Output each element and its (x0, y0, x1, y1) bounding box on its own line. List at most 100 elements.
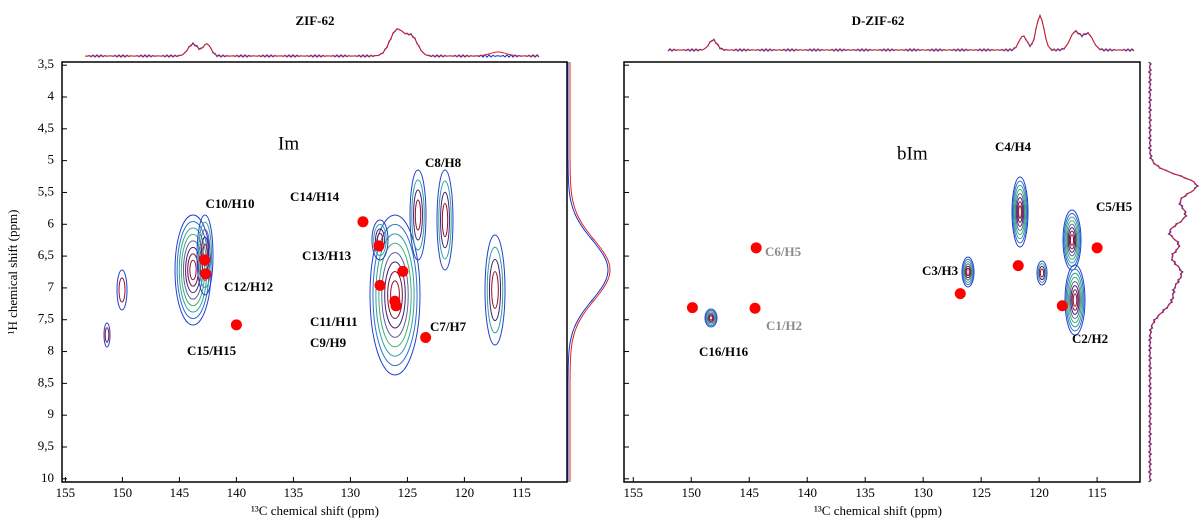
y-tick-label: 5 (48, 152, 55, 167)
contour (371, 219, 389, 261)
assignment-point (954, 288, 966, 300)
contour (372, 223, 418, 367)
annotation: C5/H5 (1096, 199, 1133, 214)
y-tick-label: 10 (41, 470, 54, 485)
x-tick-label: 135 (855, 485, 875, 500)
annotation: C2/H2 (1072, 331, 1108, 346)
x-tick-label: 115 (512, 485, 531, 500)
contour (1012, 180, 1028, 244)
contours (103, 169, 1086, 376)
assignment-point (1012, 260, 1024, 272)
contour (1017, 201, 1023, 223)
contour (189, 259, 197, 281)
contour (1036, 260, 1048, 286)
contour (1016, 197, 1024, 227)
contour (1064, 216, 1080, 264)
annotation: C16/H16 (699, 344, 749, 359)
contour (1067, 227, 1077, 253)
contour (1018, 205, 1022, 219)
x-tick-label: 140 (797, 485, 817, 500)
x-tick-label: 145 (170, 485, 190, 500)
contour (1065, 220, 1079, 260)
annotation: C12/H12 (224, 279, 273, 294)
contour (1072, 293, 1078, 307)
plot-frame (623, 61, 1141, 483)
y-tick-label: 9 (48, 406, 55, 421)
x-tick-label: 135 (284, 485, 304, 500)
annotation: C9/H9 (310, 335, 347, 350)
contour (708, 314, 714, 322)
y-tick-label: 8 (48, 343, 55, 358)
contour (438, 180, 452, 260)
contour (118, 277, 126, 303)
x-tick-label: 155 (624, 485, 644, 500)
contour (966, 268, 970, 276)
y-tick-label: 9,5 (38, 438, 54, 453)
annotation: Im (278, 133, 299, 154)
contour (704, 308, 718, 328)
assignment-point (420, 332, 432, 344)
assignment-point (374, 279, 386, 291)
projections (84, 13, 1200, 483)
contour (414, 199, 422, 231)
contour (387, 270, 403, 320)
projection (1147, 61, 1200, 483)
y-tick-label: 7,5 (38, 311, 54, 326)
contour (707, 312, 715, 324)
contour (441, 202, 449, 238)
annotation: C4/H4 (995, 139, 1032, 154)
contour (962, 258, 974, 286)
assignment-point (200, 268, 212, 280)
assignment-point (686, 302, 698, 314)
x-axis-label: ¹³C chemical shift (ppm) (251, 503, 379, 518)
contour (1070, 285, 1080, 315)
projection (85, 28, 539, 57)
annotation: C8/H8 (425, 155, 462, 170)
annotation: C11/H11 (310, 314, 358, 329)
x-tick-label: 150 (113, 485, 133, 500)
contour (196, 214, 214, 296)
contour (1064, 264, 1086, 336)
contour (1066, 272, 1084, 328)
contour (413, 189, 423, 241)
annotation: C6/H5 (765, 244, 802, 259)
contour (1069, 280, 1081, 320)
contour (1038, 265, 1046, 281)
contour (1069, 234, 1075, 246)
contour (187, 253, 199, 287)
panel-title: ZIF-62 (296, 13, 335, 28)
panel-title: D-ZIF-62 (852, 13, 905, 28)
projection (567, 62, 609, 482)
plot-frame (61, 61, 568, 483)
contour (436, 169, 454, 271)
contour (409, 169, 427, 261)
assignment-point (1056, 300, 1068, 312)
contour (116, 269, 128, 311)
contour (369, 214, 421, 376)
contour (963, 261, 973, 283)
contour (705, 309, 717, 327)
assignment-point (230, 319, 242, 331)
assignment-point (397, 265, 409, 277)
contour (491, 271, 499, 309)
x-tick-label: 120 (1029, 485, 1049, 500)
contour (1013, 184, 1027, 240)
x-tick-label: 120 (455, 485, 475, 500)
y-tick-label: 3,5 (38, 56, 54, 71)
x-tick-label: 125 (971, 485, 991, 500)
contour (964, 263, 972, 281)
annotation: C15/H15 (187, 343, 237, 358)
x-tick-label: 130 (913, 485, 933, 500)
assignment-point (390, 300, 402, 312)
contour (103, 322, 111, 348)
contour (1066, 223, 1078, 257)
contour (1015, 192, 1025, 232)
contour (1071, 289, 1079, 311)
x-tick-label: 150 (682, 485, 702, 500)
x-tick-label: 130 (341, 485, 361, 500)
contour (1068, 230, 1076, 250)
y-tick-label: 6 (48, 215, 55, 230)
contour (384, 261, 406, 329)
x-axis-label: ¹³C chemical shift (ppm) (814, 503, 942, 518)
contour (1037, 263, 1047, 283)
